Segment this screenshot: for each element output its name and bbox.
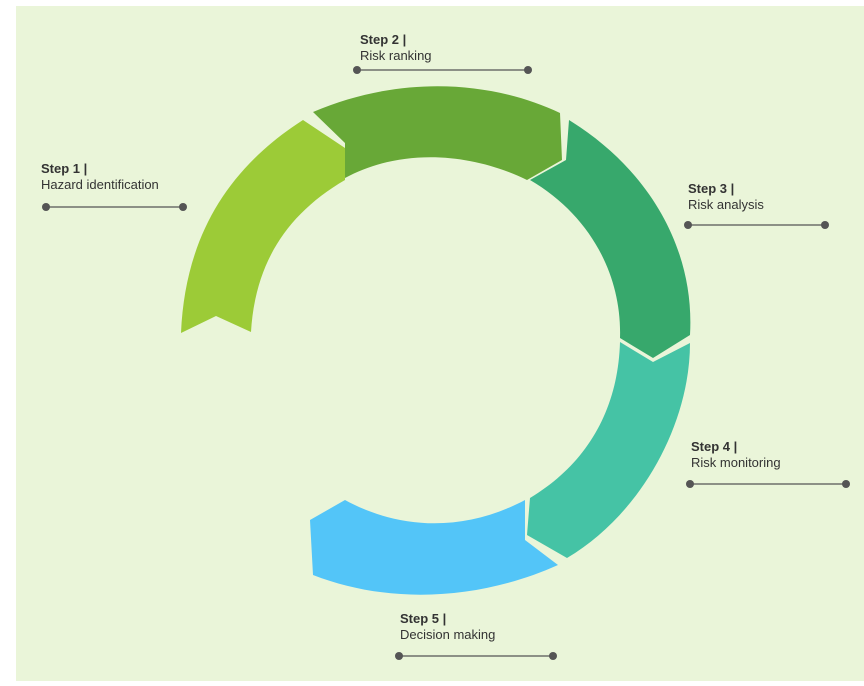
step-4-title: Step 4 |: [691, 439, 738, 454]
step-3-dot-right: [821, 221, 829, 229]
step-3-subtitle: Risk analysis: [688, 197, 764, 212]
step-4-label: Step 4 | Risk monitoring: [691, 439, 781, 471]
step-5-title: Step 5 |: [400, 611, 447, 626]
step-1-subtitle: Hazard identification: [41, 177, 159, 192]
step-3-segment: [530, 120, 691, 358]
step-5-dot-left: [395, 652, 403, 660]
step-3-label: Step 3 | Risk analysis: [688, 181, 764, 213]
step-2-segment: [313, 86, 562, 180]
step-1-label: Step 1 | Hazard identification: [41, 161, 159, 193]
step-1-segment: [181, 120, 345, 333]
step-4-subtitle: Risk monitoring: [691, 455, 781, 470]
step-5-subtitle: Decision making: [400, 627, 496, 642]
step-4-segment: [527, 342, 690, 558]
step-3-title: Step 3 |: [688, 181, 735, 196]
step-2-dot-left: [353, 66, 361, 74]
step-1-dot-right: [179, 203, 187, 211]
step-1-title: Step 1 |: [41, 161, 88, 176]
step-2-subtitle: Risk ranking: [360, 48, 432, 63]
step-2-label: Step 2 | Risk ranking: [360, 32, 432, 64]
step-2-dot-right: [524, 66, 532, 74]
step-1-dot-left: [42, 203, 50, 211]
step-4-dot-right: [842, 480, 850, 488]
step-5-label: Step 5 | Decision making: [400, 611, 495, 643]
step-3-dot-left: [684, 221, 692, 229]
step-5-segment: [310, 500, 558, 595]
step-4-dot-left: [686, 480, 694, 488]
step-2-title: Step 2 |: [360, 32, 407, 47]
step-5-dot-right: [549, 652, 557, 660]
